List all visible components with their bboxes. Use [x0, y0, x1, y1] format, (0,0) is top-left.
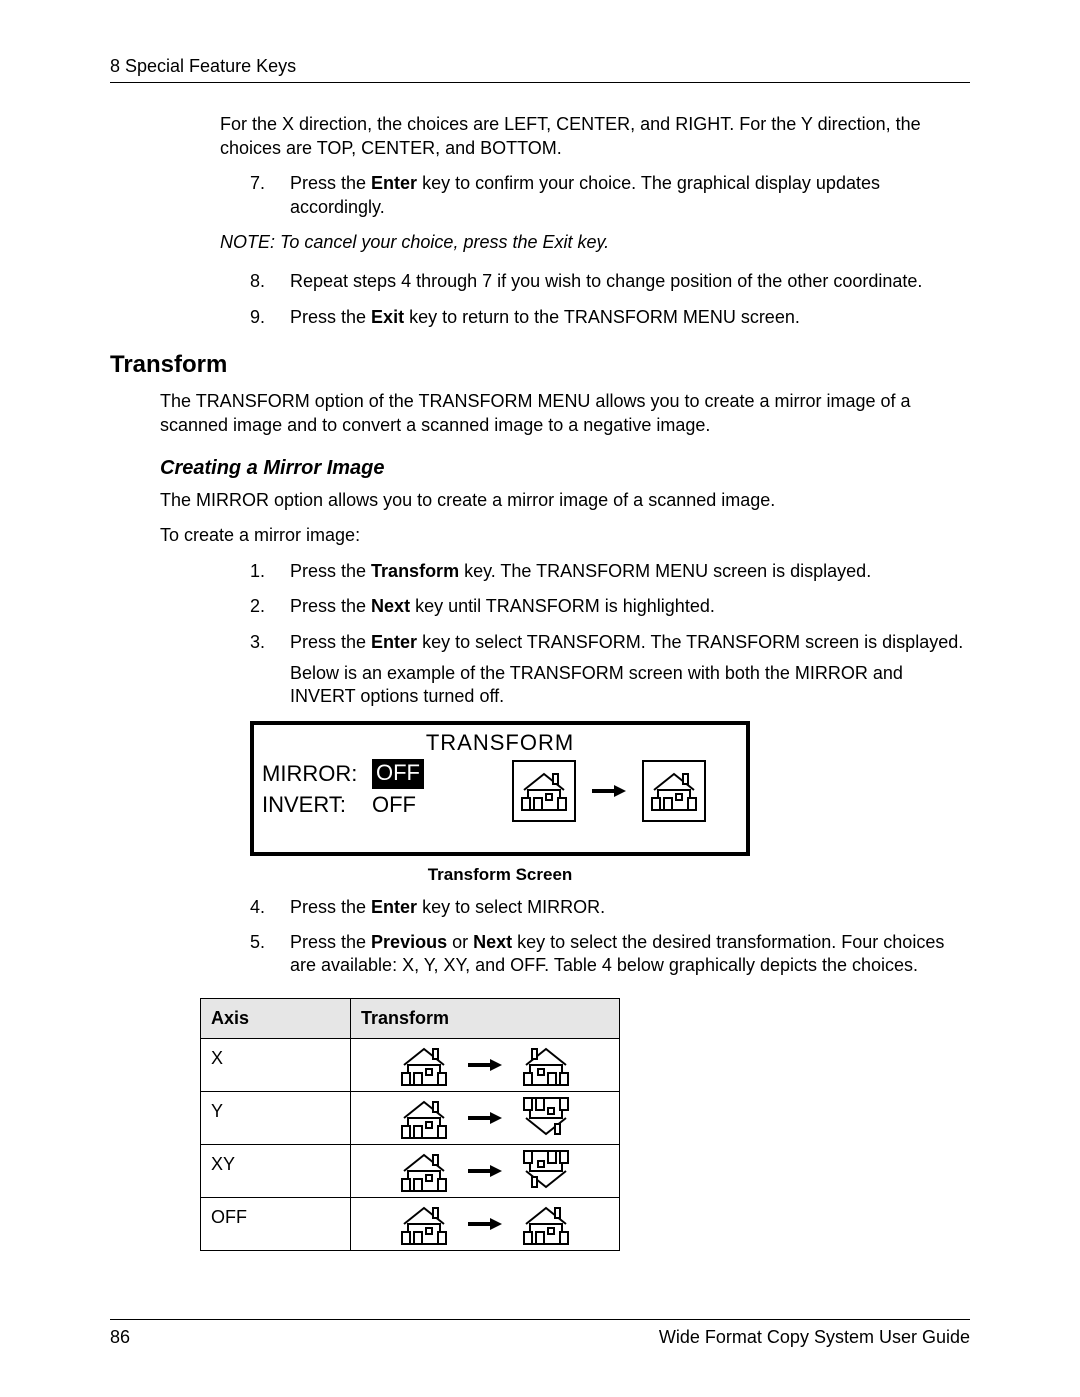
axis-cell: XY	[201, 1145, 351, 1198]
arrow-icon	[466, 1161, 504, 1181]
step-9: 9. Press the Exit key to return to the T…	[250, 306, 970, 329]
mirror-step-4: 4. Press the Enter key to select MIRROR.	[250, 896, 970, 919]
page-footer: 86 Wide Format Copy System User Guide	[110, 1319, 970, 1349]
cancel-note: NOTE: To cancel your choice, press the E…	[220, 231, 970, 254]
arrow-icon	[466, 1108, 504, 1128]
house-icon	[642, 760, 706, 822]
arrow-icon	[466, 1055, 504, 1075]
house-icon	[400, 1149, 448, 1193]
screen-title: TRANSFORM	[262, 729, 738, 758]
transform-cell	[351, 1198, 620, 1251]
chapter-label: 8 Special Feature Keys	[110, 56, 296, 76]
screen-caption: Transform Screen	[250, 864, 750, 886]
section-desc: The TRANSFORM option of the TRANSFORM ME…	[160, 390, 970, 437]
screen-invert-label: INVERT:	[262, 791, 372, 820]
intro-para: For the X direction, the choices are LEF…	[220, 113, 970, 160]
house-icon	[400, 1096, 448, 1140]
axis-cell: OFF	[201, 1198, 351, 1251]
house-icon	[522, 1096, 570, 1140]
step-7: 7. Press the Enter key to confirm your c…	[250, 172, 970, 219]
mirror-step-2: 2. Press the Next key until TRANSFORM is…	[250, 595, 970, 618]
mirror-lead: To create a mirror image:	[160, 524, 970, 547]
transform-col-header: Transform	[351, 998, 620, 1038]
mirror-step-5: 5. Press the Previous or Next key to sel…	[250, 931, 970, 978]
table-row: Y	[201, 1092, 620, 1145]
transform-cell	[351, 1092, 620, 1145]
arrow-icon	[466, 1214, 504, 1234]
table-row: X	[201, 1039, 620, 1092]
table-row: OFF	[201, 1198, 620, 1251]
mirror-step-1: 1. Press the Transform key. The TRANSFOR…	[250, 560, 970, 583]
section-heading: Transform	[110, 349, 970, 380]
transform-cell	[351, 1145, 620, 1198]
house-icon	[400, 1202, 448, 1246]
mirror-desc: The MIRROR option allows you to create a…	[160, 489, 970, 512]
axis-col-header: Axis	[201, 998, 351, 1038]
screen-illustration	[512, 760, 706, 822]
axis-table: Axis Transform XYXYOFF	[200, 998, 620, 1251]
page-header: 8 Special Feature Keys	[110, 55, 970, 83]
page-number: 86	[110, 1326, 130, 1349]
screen-mirror-label: MIRROR:	[262, 760, 372, 789]
screen-invert-value: OFF	[372, 791, 432, 820]
axis-cell: Y	[201, 1092, 351, 1145]
house-icon	[400, 1043, 448, 1087]
house-icon	[512, 760, 576, 822]
table-row: XY	[201, 1145, 620, 1198]
arrow-icon	[590, 781, 628, 801]
mirror-step-3: 3. Press the Enter key to select TRANSFO…	[250, 631, 970, 709]
axis-cell: X	[201, 1039, 351, 1092]
subsection-heading: Creating a Mirror Image	[160, 455, 970, 481]
transform-screen: TRANSFORM MIRROR: OFF INVERT: OFF	[250, 721, 750, 856]
house-icon	[522, 1202, 570, 1246]
screen-mirror-value: OFF	[372, 759, 424, 789]
house-icon	[522, 1149, 570, 1193]
house-icon	[522, 1043, 570, 1087]
transform-cell	[351, 1039, 620, 1092]
step-8: 8. Repeat steps 4 through 7 if you wish …	[250, 270, 970, 293]
guide-title: Wide Format Copy System User Guide	[659, 1326, 970, 1349]
